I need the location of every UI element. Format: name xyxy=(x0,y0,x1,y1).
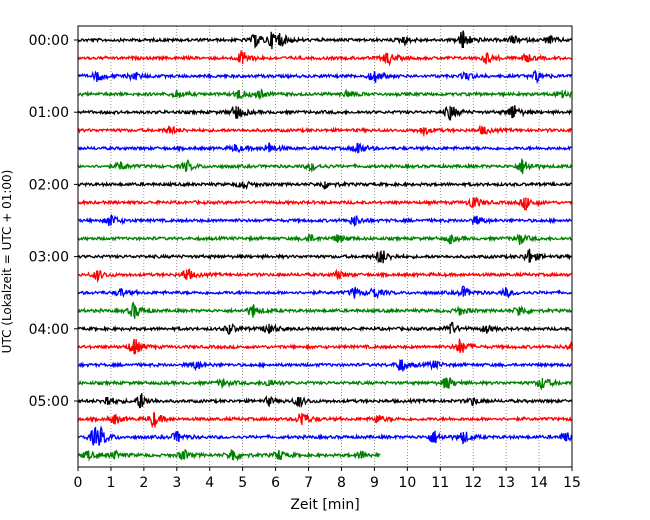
trace-0030 xyxy=(77,69,573,84)
x-tick-label-11: 11 xyxy=(431,475,449,491)
trace-0245 xyxy=(77,233,573,246)
trace-0130 xyxy=(77,142,572,154)
x-tick-label-7: 7 xyxy=(304,475,313,491)
x-tick-label-10: 10 xyxy=(398,475,416,491)
trace-0115 xyxy=(77,124,572,138)
trace-0230 xyxy=(77,213,572,227)
y-tick-label-1: 01:00 xyxy=(29,105,69,121)
x-tick-label-4: 4 xyxy=(205,475,214,491)
trace-0430 xyxy=(77,358,572,372)
trace-0545 xyxy=(77,448,381,462)
trace-0515 xyxy=(77,412,573,429)
x-tick-label-3: 3 xyxy=(172,475,181,491)
y-tick-label-2: 02:00 xyxy=(29,177,69,193)
trace-0400 xyxy=(77,321,572,335)
seismic-traces xyxy=(77,30,573,462)
x-tick-label-9: 9 xyxy=(370,475,379,491)
trace-0415 xyxy=(77,338,573,355)
trace-0500 xyxy=(77,393,573,409)
trace-0215 xyxy=(78,197,573,212)
x-tick-label-15: 15 xyxy=(563,475,581,491)
y-tick-label-4: 04:00 xyxy=(29,322,69,338)
x-tick-label-12: 12 xyxy=(464,475,482,491)
x-tick-label-6: 6 xyxy=(271,475,280,491)
trace-0445 xyxy=(77,377,572,391)
trace-0000 xyxy=(77,30,573,50)
x-tick-label-14: 14 xyxy=(530,475,548,491)
trace-0345 xyxy=(77,301,573,319)
trace-0530 xyxy=(77,425,573,446)
trace-0015 xyxy=(77,50,572,67)
x-tick-label-2: 2 xyxy=(139,475,148,491)
trace-0145 xyxy=(77,158,573,175)
x-tick-label-8: 8 xyxy=(337,475,346,491)
y-tick-label-0: 00:00 xyxy=(29,33,69,49)
trace-0315 xyxy=(77,268,572,284)
x-tick-label-0: 0 xyxy=(74,475,83,491)
x-tick-label-13: 13 xyxy=(497,475,515,491)
trace-0045 xyxy=(77,88,573,101)
trace-0100 xyxy=(77,105,573,121)
y-tick-label-3: 03:00 xyxy=(29,250,69,266)
x-axis-ticks: 0 1 2 3 4 5 6 7 8 9 10 11 12 13 14 15 xyxy=(74,467,581,491)
trace-0300 xyxy=(77,248,573,264)
y-axis-ticks: 00:00 01:00 02:00 03:00 04:00 05:00 xyxy=(29,33,78,410)
trace-0330 xyxy=(77,285,572,300)
plot-frame xyxy=(77,25,573,468)
x-axis-label: Zeit [min] xyxy=(290,497,359,513)
x-tick-label-1: 1 xyxy=(106,475,115,491)
y-axis-label: UTC (Lokalzeit = UTC + 01:00) xyxy=(0,170,14,354)
x-tick-label-5: 5 xyxy=(238,475,247,491)
y-tick-label-5: 05:00 xyxy=(29,394,69,410)
